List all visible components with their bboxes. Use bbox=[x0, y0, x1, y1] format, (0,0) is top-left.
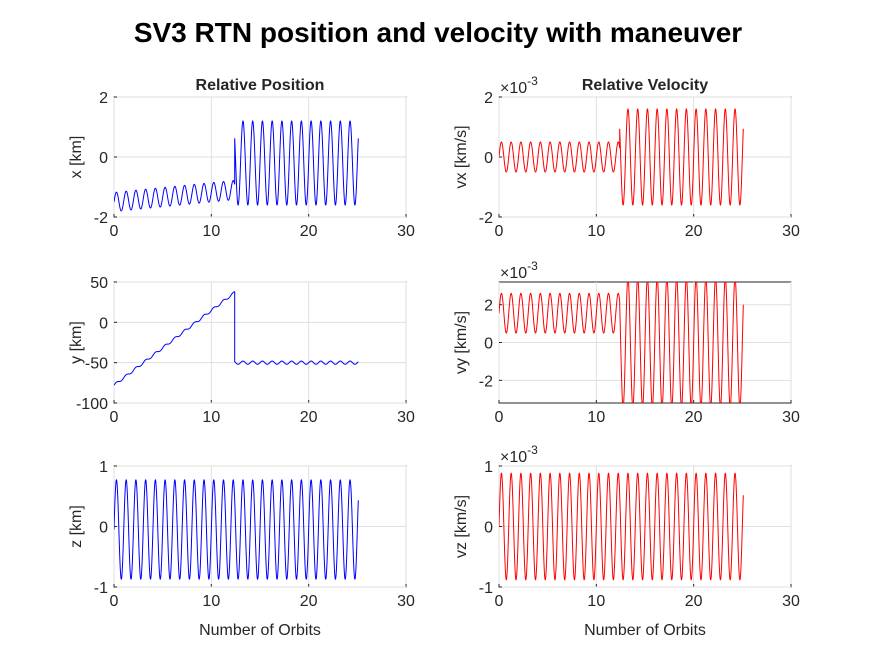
y-tick-label: 2 bbox=[484, 90, 493, 107]
y-tick-label: 0 bbox=[99, 520, 108, 537]
y-tick-label: -1 bbox=[94, 580, 108, 597]
x-tick-label: 30 bbox=[782, 409, 800, 426]
subplot-y: 0 10 20 30 -100 -50 0 50 y [km] bbox=[68, 275, 415, 426]
x-tick-label: 10 bbox=[202, 593, 220, 610]
x-tick-label: 0 bbox=[495, 593, 504, 610]
y-tick-label: 2 bbox=[99, 90, 108, 107]
y-tick-label: 0 bbox=[99, 150, 108, 167]
exponent-power: -3 bbox=[527, 74, 538, 88]
x-tick-label: 20 bbox=[300, 223, 318, 240]
y-tick-label: -50 bbox=[85, 356, 108, 373]
x-tick-label: 30 bbox=[397, 409, 415, 426]
x-tick-label: 20 bbox=[685, 223, 703, 240]
y-axis-label: vx [km/s] bbox=[453, 125, 470, 188]
y-tick-label: -2 bbox=[479, 210, 493, 227]
exponent-power: -3 bbox=[527, 259, 538, 273]
x-tick-label: 10 bbox=[587, 223, 605, 240]
y-tick-label: 1 bbox=[484, 459, 493, 476]
series-line-y bbox=[114, 291, 359, 386]
series-line-vx bbox=[499, 108, 744, 206]
series-line-vz bbox=[499, 472, 744, 581]
y-tick-label: -1 bbox=[479, 580, 493, 597]
subplot-vy: 0 10 20 30 -2 0 2 vy [km/s] ×10-3 bbox=[453, 259, 800, 426]
x-tick-label: 20 bbox=[685, 593, 703, 610]
x-tick-label: 20 bbox=[685, 409, 703, 426]
y-tick-label: 1 bbox=[99, 459, 108, 476]
axis-exponent-label: ×10-3 bbox=[500, 443, 538, 466]
y-axis-label: vz [km/s] bbox=[453, 495, 470, 558]
y-tick-label: 0 bbox=[484, 336, 493, 353]
x-axis-label: Number of Orbits bbox=[584, 622, 706, 639]
series-line-x bbox=[114, 120, 359, 212]
x-tick-label: 0 bbox=[495, 223, 504, 240]
series-line-z bbox=[114, 479, 359, 580]
x-tick-label: 20 bbox=[300, 593, 318, 610]
exponent-base: ×10 bbox=[500, 449, 527, 466]
y-tick-label: 0 bbox=[99, 315, 108, 332]
x-tick-label: 0 bbox=[110, 593, 119, 610]
y-tick-label: 0 bbox=[484, 150, 493, 167]
x-tick-label: 30 bbox=[397, 223, 415, 240]
subplot-title: Relative Position bbox=[196, 77, 325, 94]
y-tick-label: -2 bbox=[479, 373, 493, 390]
x-tick-label: 0 bbox=[110, 223, 119, 240]
y-tick-label: 50 bbox=[90, 275, 108, 292]
series-line-vy bbox=[499, 282, 744, 403]
y-axis-label: y [km] bbox=[68, 321, 85, 364]
exponent-base: ×10 bbox=[500, 265, 527, 282]
exponent-base: ×10 bbox=[500, 80, 527, 97]
x-tick-label: 10 bbox=[587, 409, 605, 426]
subplot-title: Relative Velocity bbox=[582, 77, 708, 94]
y-tick-label: -100 bbox=[76, 396, 108, 413]
x-tick-label: 30 bbox=[782, 223, 800, 240]
x-tick-label: 0 bbox=[110, 409, 119, 426]
exponent-power: -3 bbox=[527, 443, 538, 457]
x-axis-label: Number of Orbits bbox=[199, 622, 321, 639]
axis-exponent-label: ×10-3 bbox=[500, 74, 538, 97]
x-tick-label: 10 bbox=[202, 409, 220, 426]
y-axis-label: z [km] bbox=[68, 505, 85, 548]
x-tick-label: 10 bbox=[202, 223, 220, 240]
x-tick-label: 30 bbox=[782, 593, 800, 610]
y-tick-label: -2 bbox=[94, 210, 108, 227]
y-axis-label: x [km] bbox=[68, 136, 85, 179]
figure-title: SV3 RTN position and velocity with maneu… bbox=[134, 17, 742, 48]
axis-exponent-label: ×10-3 bbox=[500, 259, 538, 282]
x-tick-label: 30 bbox=[397, 593, 415, 610]
x-tick-label: 0 bbox=[495, 409, 504, 426]
x-tick-label: 10 bbox=[587, 593, 605, 610]
y-tick-label: 0 bbox=[484, 520, 493, 537]
x-tick-label: 20 bbox=[300, 409, 318, 426]
y-tick-label: 2 bbox=[484, 298, 493, 315]
y-axis-label: vy [km/s] bbox=[453, 311, 470, 374]
axes-box-y bbox=[113, 281, 407, 404]
